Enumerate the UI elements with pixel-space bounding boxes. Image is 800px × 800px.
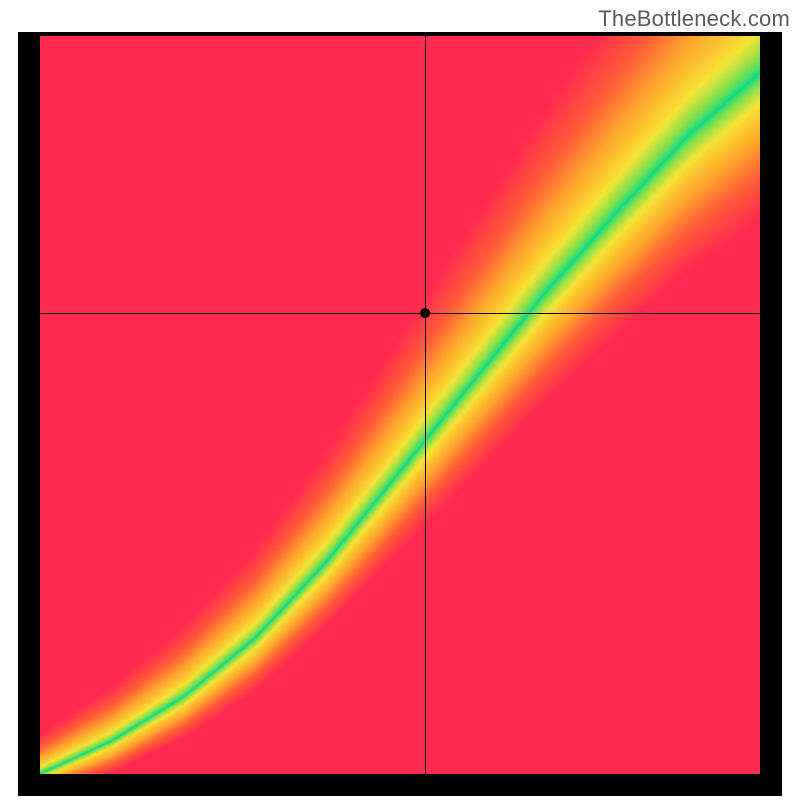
crosshair-horizontal (40, 313, 760, 314)
bottleneck-heatmap (40, 36, 760, 774)
plot-frame (18, 32, 782, 796)
watermark-text: TheBottleneck.com (598, 6, 790, 32)
crosshair-vertical (425, 36, 426, 774)
plot-area (40, 36, 760, 774)
selection-marker[interactable] (420, 308, 430, 318)
